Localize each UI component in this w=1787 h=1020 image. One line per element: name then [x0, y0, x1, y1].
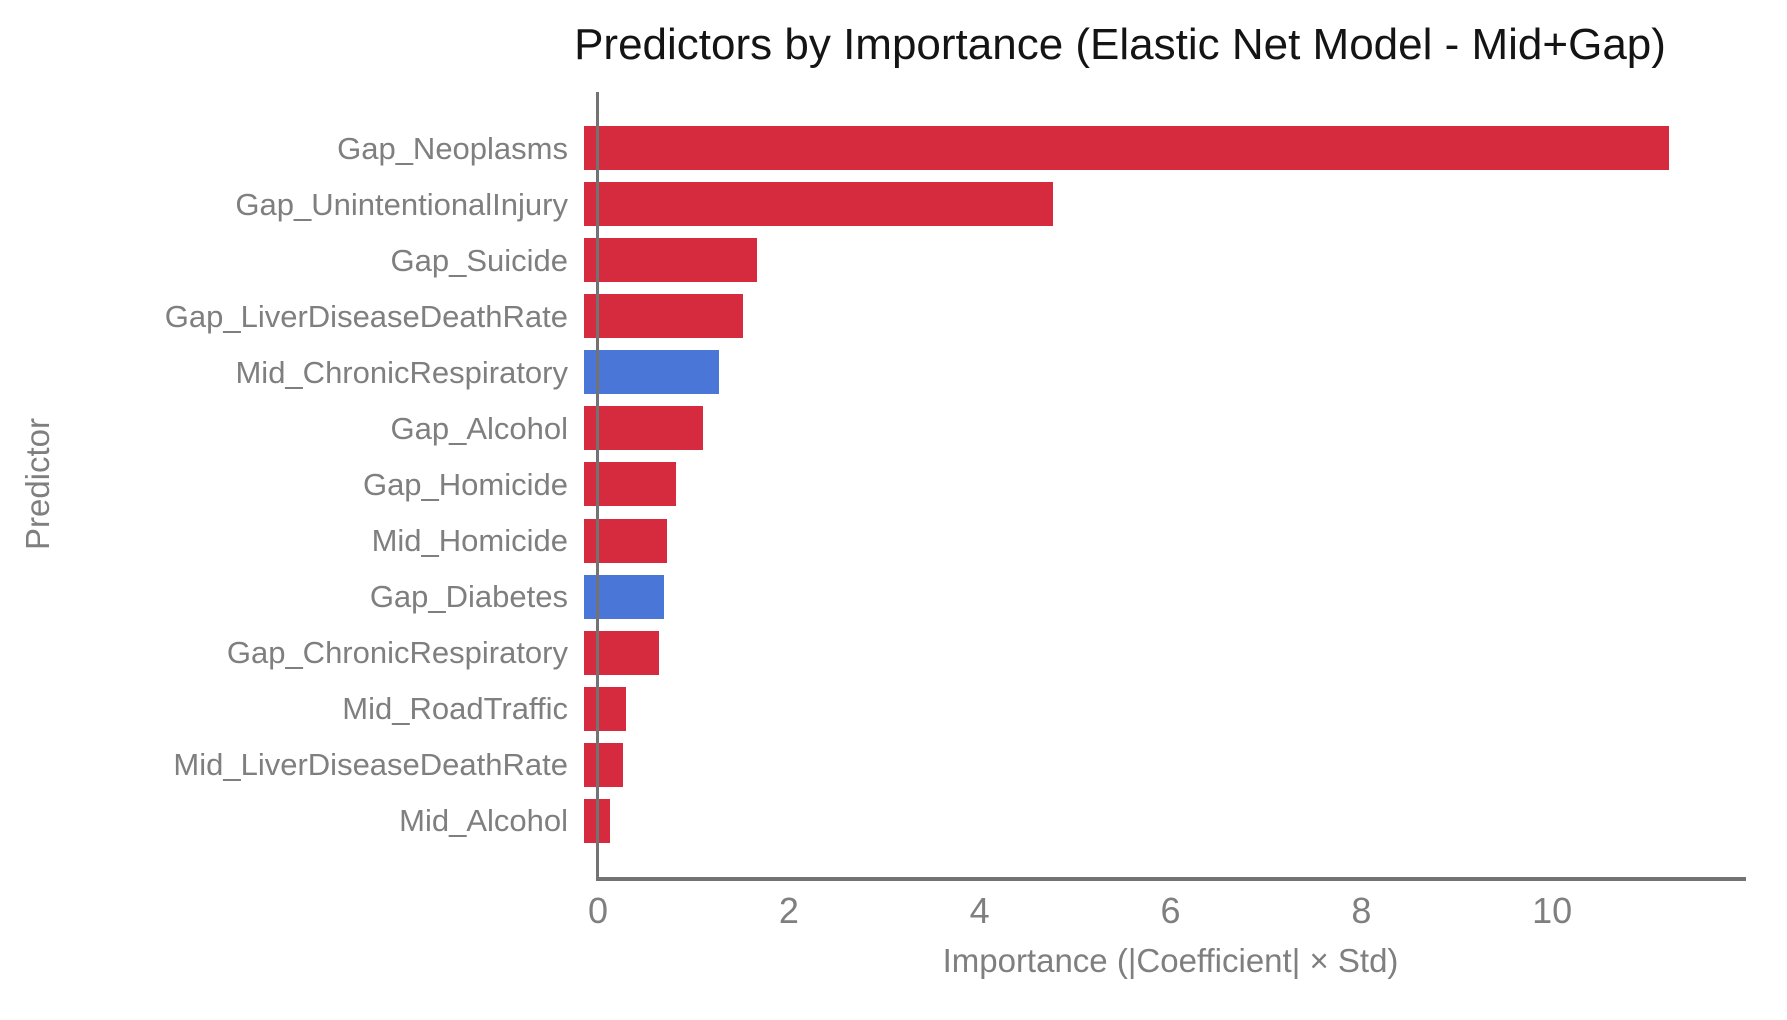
bar-track [584, 742, 1729, 787]
chart-row: Mid_Homicide [0, 518, 1743, 563]
x-axis-title: Importance (|Coefficient| × Std) [942, 942, 1399, 979]
bar-track [584, 294, 1729, 339]
bar-track [584, 350, 1729, 395]
chart-row: Gap_Neoplasms [0, 126, 1743, 170]
category-label: Gap_Diabetes [369, 579, 568, 615]
bar-track [584, 798, 1729, 843]
bar [584, 126, 1669, 170]
x-tick-label: 2 [778, 890, 799, 931]
category-label: Mid_Homicide [371, 523, 568, 559]
bar-track [584, 238, 1729, 283]
bar-track [584, 686, 1729, 731]
category-label: Gap_UnintentionalInjury [235, 186, 568, 222]
bar [584, 238, 757, 283]
chart-row: Mid_Alcohol [0, 798, 1743, 843]
x-tick-label: 4 [969, 890, 990, 931]
x-tick-label: 10 [1532, 890, 1573, 931]
category-label: Gap_Homicide [362, 466, 568, 502]
bar-track [584, 518, 1729, 563]
category-label: Mid_RoadTraffic [342, 691, 568, 727]
chart-row: Mid_ChronicRespiratory [0, 350, 1743, 395]
category-label: Gap_LiverDiseaseDeathRate [164, 298, 568, 334]
bar [584, 350, 719, 395]
bar-track [584, 182, 1729, 227]
plot-rows: Gap_Neoplasms Gap_UnintentionalInjury Gap_… [0, 92, 1743, 877]
category-label: Gap_Alcohol [390, 410, 568, 446]
bar-track [584, 406, 1729, 451]
chart-title: Predictors by Importance (Elastic Net Mo… [574, 20, 1666, 69]
bar [584, 742, 624, 787]
chart-row: Mid_LiverDiseaseDeathRate [0, 742, 1743, 787]
chart-row: Gap_UnintentionalInjury [0, 182, 1743, 227]
x-axis-line [596, 877, 1746, 881]
category-label: Gap_ChronicRespiratory [226, 635, 568, 671]
x-axis-ticks: 0 2 4 6 8 10 [588, 890, 1743, 932]
category-label: Mid_ChronicRespiratory [235, 354, 568, 390]
category-label: Mid_LiverDiseaseDeathRate [173, 747, 568, 783]
bar [584, 294, 744, 339]
category-label: Mid_Alcohol [399, 803, 568, 839]
x-tick-label: 8 [1351, 890, 1372, 931]
x-tick-label: 6 [1160, 890, 1181, 931]
chart-row: Gap_Suicide [0, 238, 1743, 283]
bar [584, 406, 704, 451]
chart-row: Gap_Alcohol [0, 406, 1743, 451]
bar-track [584, 630, 1729, 675]
chart-row: Gap_LiverDiseaseDeathRate [0, 294, 1743, 339]
bar-track [584, 574, 1729, 619]
chart-row: Gap_Diabetes [0, 574, 1743, 619]
bar-track [584, 462, 1729, 507]
y-axis-line [596, 92, 599, 881]
bar [584, 462, 676, 507]
bar [584, 686, 626, 731]
category-label: Gap_Suicide [390, 242, 568, 278]
x-tick-label: 0 [587, 890, 609, 931]
chart-row: Gap_ChronicRespiratory [0, 630, 1743, 675]
bar [584, 182, 1054, 227]
chart-row: Mid_RoadTraffic [0, 686, 1743, 731]
category-label: Gap_Neoplasms [337, 130, 568, 166]
chart-row: Gap_Homicide [0, 462, 1743, 507]
bar-track [584, 126, 1729, 170]
